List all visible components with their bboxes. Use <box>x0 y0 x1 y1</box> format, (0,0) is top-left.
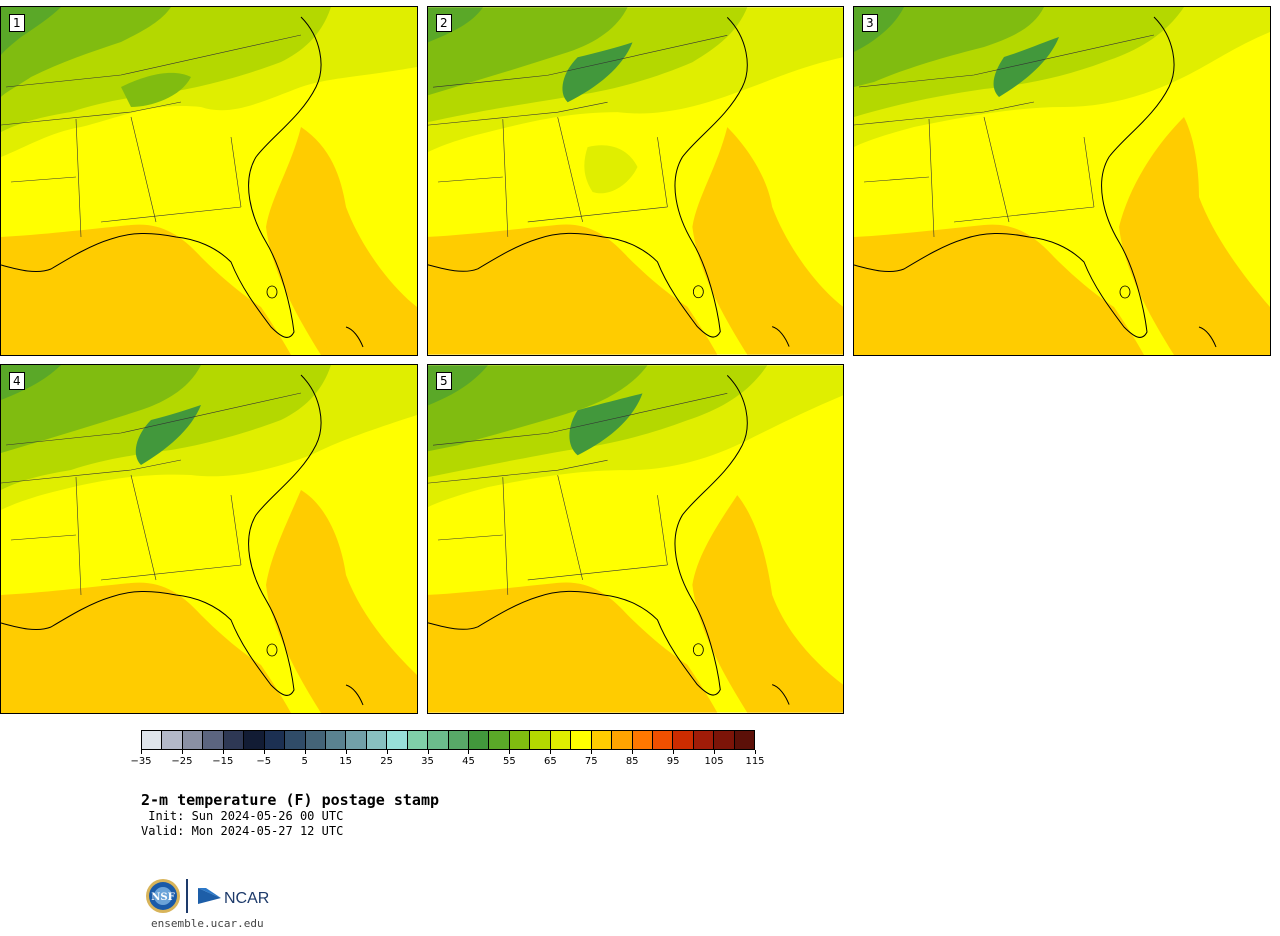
colorbar-tick <box>386 750 388 754</box>
colorbar-tick-label: 95 <box>666 756 680 767</box>
colorbar-tick <box>755 750 756 754</box>
colorbar-cell <box>244 731 265 749</box>
nsf-ncar-logo: NSF NCAR <box>144 876 274 916</box>
temperature-map <box>854 7 1270 355</box>
colorbar-ticks: −35 −25 −15 −5 5 15 25 35 45 55 65 75 85 95 105 115 <box>130 750 765 770</box>
colorbar-cell <box>714 731 735 749</box>
map-panel-1: 1 <box>0 6 418 356</box>
colorbar <box>141 730 755 750</box>
valid-time: Valid: Mon 2024-05-27 12 UTC <box>141 824 344 838</box>
colorbar-cell <box>591 731 613 749</box>
colorbar-tick-label: −15 <box>212 756 234 767</box>
colorbar-cell <box>652 731 674 749</box>
colorbar-tick <box>222 750 224 754</box>
colorbar-cell <box>469 731 490 749</box>
panel-number: 3 <box>862 14 878 32</box>
colorbar-cell <box>530 731 551 749</box>
panel-number: 1 <box>9 14 25 32</box>
panel-number: 2 <box>436 14 452 32</box>
map-panel-3: 3 <box>853 6 1271 356</box>
nsf-seal-icon: NSF <box>146 879 180 913</box>
colorbar-tick <box>673 750 675 754</box>
colorbar-cell <box>142 731 163 749</box>
colorbar-cell <box>182 731 204 749</box>
colorbar-tick <box>181 750 183 754</box>
temperature-map <box>1 7 417 355</box>
ncar-wordmark: NCAR <box>224 890 269 907</box>
colorbar-tick-label: 35 <box>421 756 434 767</box>
colorbar-tick-label: 45 <box>462 756 475 767</box>
map-panel-4: 4 <box>0 364 418 714</box>
colorbar-cell <box>407 731 429 749</box>
colorbar-cell <box>550 731 572 749</box>
colorbar-tick <box>304 750 306 754</box>
colorbar-tick <box>550 750 552 754</box>
figure-title: 2-m temperature (F) postage stamp <box>141 791 440 809</box>
colorbar-cell <box>612 731 633 749</box>
colorbar-cell <box>223 731 245 749</box>
colorbar-tick-label: 105 <box>704 756 724 767</box>
temperature-map <box>1 365 417 713</box>
colorbar-cell <box>448 731 469 749</box>
colorbar-tick-label: 115 <box>745 756 765 767</box>
colorbar-tick-label: 75 <box>584 756 598 767</box>
colorbar-cell <box>632 731 653 749</box>
colorbar-tick <box>141 750 142 754</box>
website-url: ensemble.ucar.edu <box>151 917 264 930</box>
colorbar-cell <box>203 731 224 749</box>
colorbar-tick-label: 15 <box>339 756 353 767</box>
colorbar-tick <box>714 750 716 754</box>
colorbar-tick-label: 55 <box>503 756 516 767</box>
colorbar-tick-label: 85 <box>625 756 639 767</box>
temperature-map <box>428 365 843 713</box>
colorbar-cell <box>264 731 286 749</box>
colorbar-cell <box>489 731 510 749</box>
colorbar-tick-label: −35 <box>130 756 152 767</box>
map-panel-5: 5 <box>427 364 844 714</box>
colorbar-tick <box>632 750 634 754</box>
colorbar-cell <box>305 731 326 749</box>
colorbar-cell <box>387 731 408 749</box>
temperature-map <box>428 7 843 355</box>
init-time: Init: Sun 2024-05-26 00 UTC <box>141 809 344 823</box>
ncar-mark-icon <box>198 888 221 904</box>
colorbar-cell <box>325 731 347 749</box>
colorbar-cell <box>346 731 367 749</box>
panel-number: 5 <box>436 372 452 390</box>
colorbar-tick <box>468 750 470 754</box>
colorbar-tick <box>427 750 429 754</box>
colorbar-tick-label: 25 <box>380 756 393 767</box>
colorbar-tick <box>345 750 347 754</box>
colorbar-cell <box>366 731 388 749</box>
colorbar-tick-label: −5 <box>256 756 272 767</box>
map-panel-2: 2 <box>427 6 844 356</box>
colorbar-cell <box>693 731 715 749</box>
colorbar-cell <box>162 731 183 749</box>
colorbar-cell <box>428 731 449 749</box>
colorbar-cell <box>285 731 306 749</box>
colorbar-tick-label: 65 <box>543 756 557 767</box>
svg-text:NSF: NSF <box>151 892 174 903</box>
colorbar-tick <box>509 750 511 754</box>
colorbar-cell <box>734 731 755 749</box>
colorbar-cell <box>509 731 531 749</box>
colorbar-tick <box>591 750 593 754</box>
panel-number: 4 <box>9 372 25 390</box>
colorbar-tick-label: 5 <box>301 756 308 767</box>
colorbar-cell <box>673 731 694 749</box>
colorbar-tick-label: −25 <box>171 756 193 767</box>
colorbar-tick <box>263 750 265 754</box>
colorbar-cell <box>571 731 592 749</box>
